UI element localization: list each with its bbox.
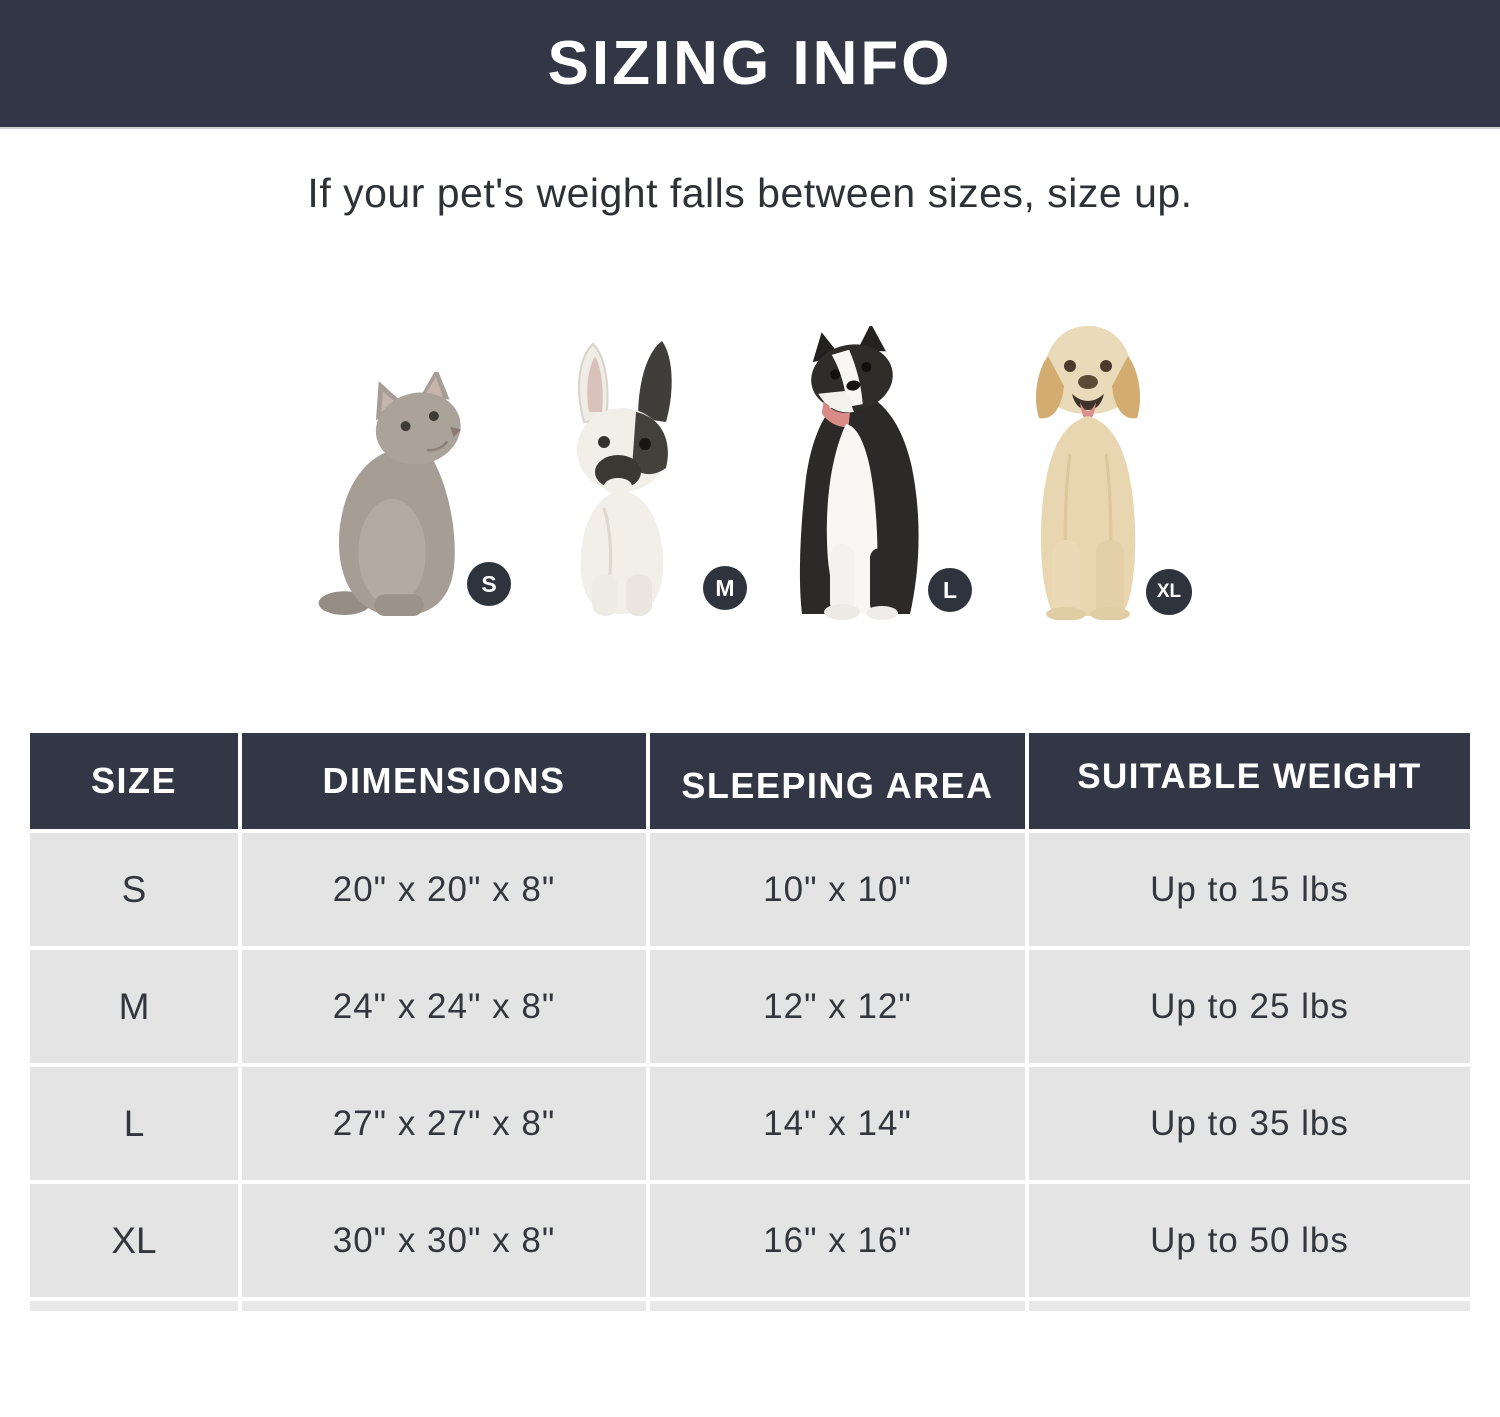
table-next-row-sliver (650, 1301, 1025, 1311)
table-next-row-sliver (30, 1301, 238, 1311)
column-header-sleeping-area: SLEEPING AREA (650, 733, 1025, 829)
header-bar: SIZING INFO (0, 0, 1500, 129)
labrador-icon (1036, 326, 1140, 620)
size-badge-xl: XL (1146, 569, 1192, 615)
column-header-dimensions: DIMENSIONS (242, 733, 646, 829)
table-cell-size: M (30, 950, 238, 1063)
size-badge-m: M (703, 566, 747, 610)
table-cell-sleeping-area: 12" x 12" (650, 950, 1025, 1063)
table-cell-size: XL (30, 1184, 238, 1297)
labrador-image (1008, 314, 1168, 620)
table-next-row-sliver (242, 1301, 646, 1311)
table-cell-suitable-weight: Up to 35 lbs (1029, 1067, 1470, 1180)
french-bulldog-image (552, 338, 692, 620)
table-cell-dimensions: 20" x 20" x 8" (242, 833, 646, 946)
table-cell-suitable-weight: Up to 50 lbs (1029, 1184, 1470, 1297)
table-cell-sleeping-area: 10" x 10" (650, 833, 1025, 946)
table-cell-sleeping-area: 14" x 14" (650, 1067, 1025, 1180)
table-cell-dimensions: 24" x 24" x 8" (242, 950, 646, 1063)
table-cell-dimensions: 30" x 30" x 8" (242, 1184, 646, 1297)
border-collie-icon (799, 326, 919, 620)
table-cell-size: L (30, 1067, 238, 1180)
column-header-suitable-weight: SUITABLE WEIGHT (1029, 733, 1470, 829)
size-badge-s: S (467, 562, 511, 606)
cat-icon (318, 372, 462, 617)
border-collie-image (758, 326, 948, 620)
table-cell-dimensions: 27" x 27" x 8" (242, 1067, 646, 1180)
page-title: SIZING INFO (547, 29, 953, 98)
table-cell-suitable-weight: Up to 25 lbs (1029, 950, 1470, 1063)
table-next-row-sliver (1029, 1301, 1470, 1311)
sizing-note: If your pet's weight falls between sizes… (307, 170, 1193, 216)
size-badge-l: L (928, 568, 972, 612)
table-cell-sleeping-area: 16" x 16" (650, 1184, 1025, 1297)
table-cell-size: S (30, 833, 238, 946)
table-cell-suitable-weight: Up to 15 lbs (1029, 833, 1470, 946)
cat-image (318, 372, 478, 620)
french-bulldog-icon (577, 341, 672, 616)
sizing-table: SIZE DIMENSIONS SLEEPING AREA SUITABLE W… (30, 733, 1470, 1311)
column-header-size: SIZE (30, 733, 238, 829)
